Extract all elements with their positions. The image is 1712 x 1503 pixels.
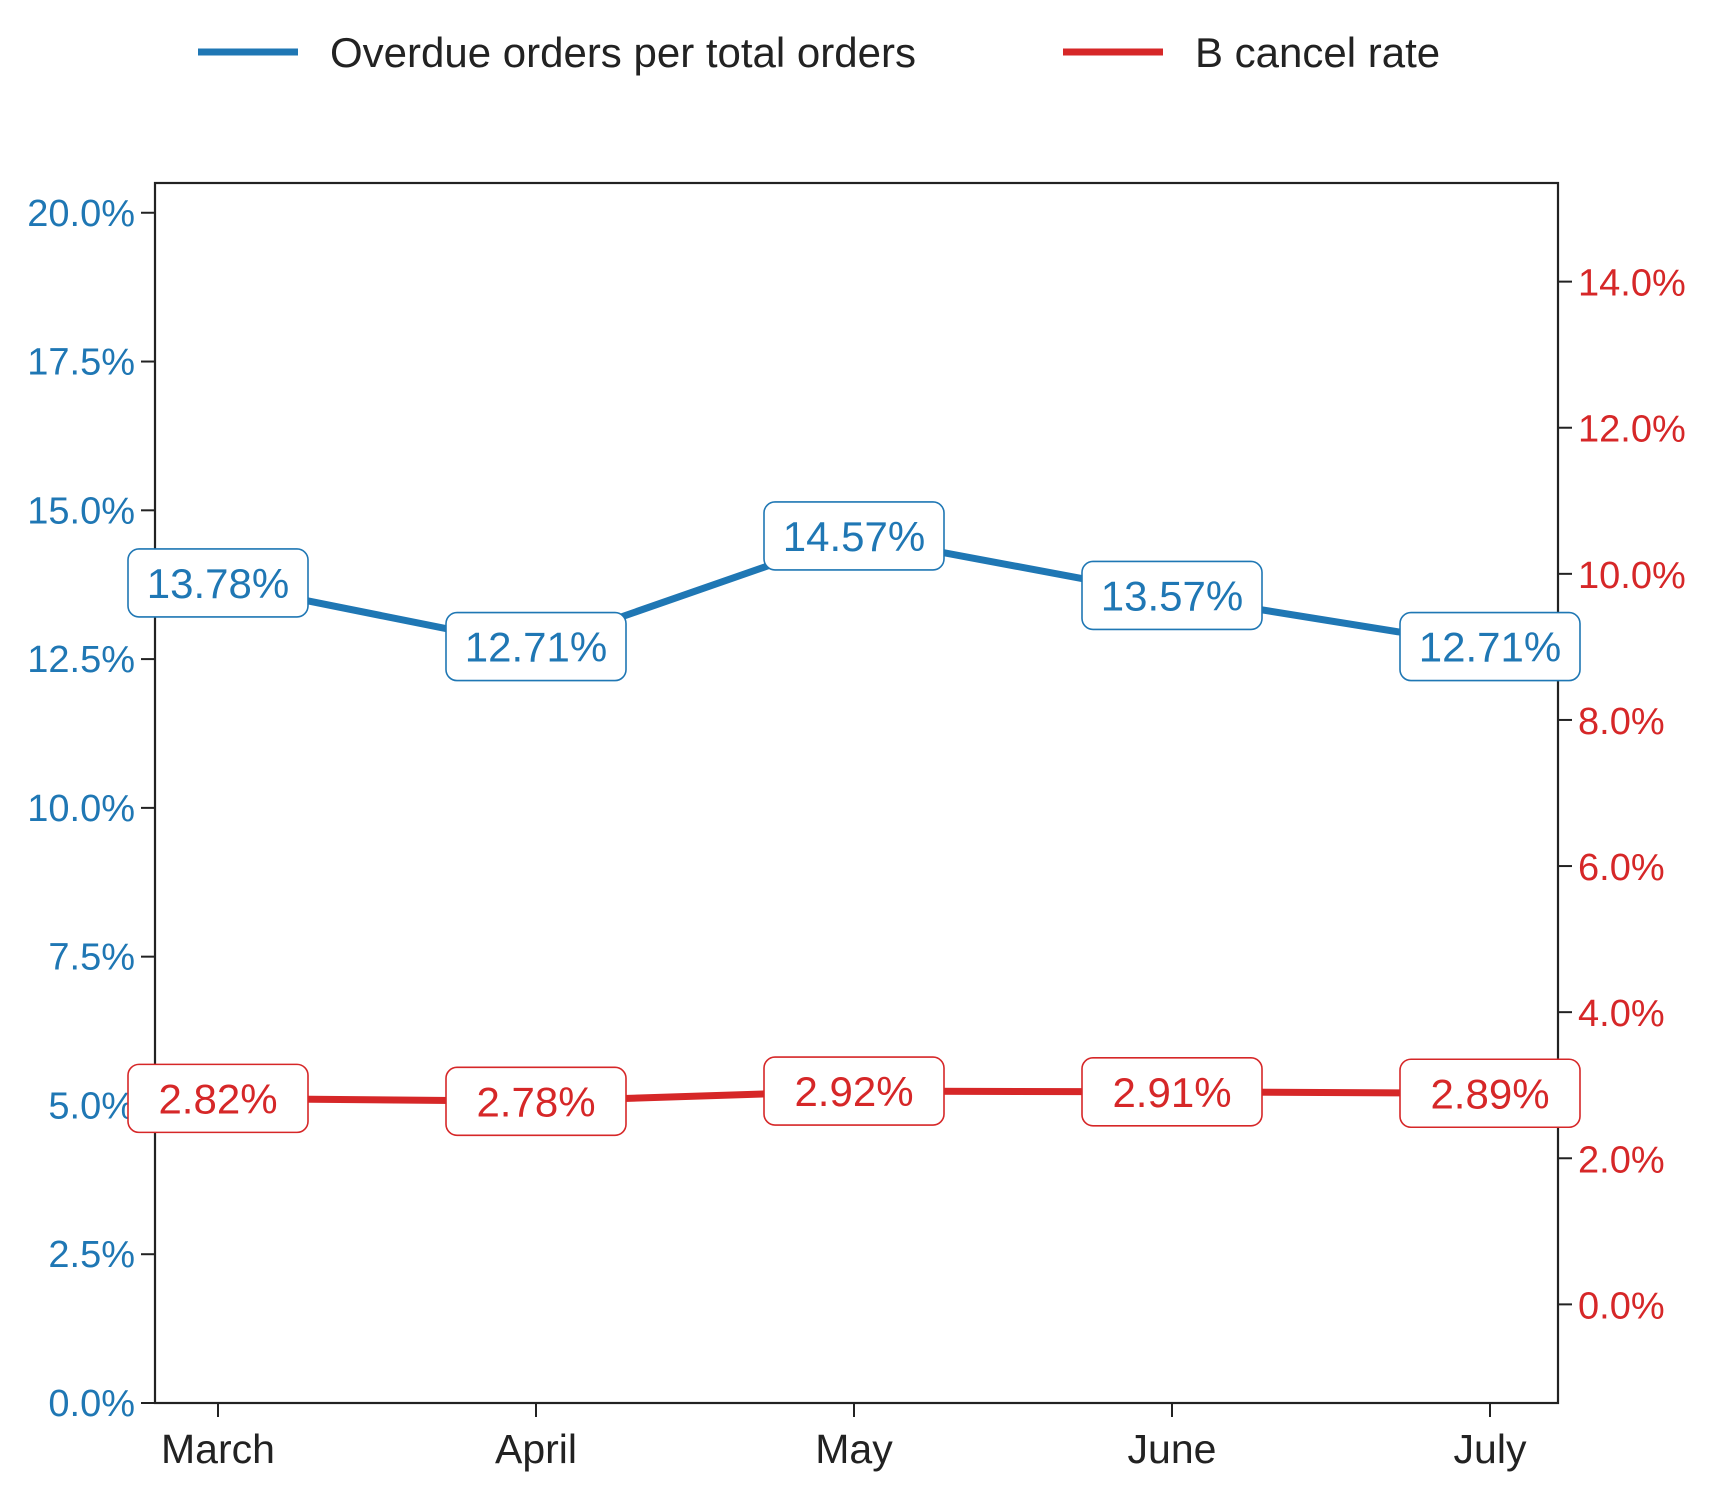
right-axis-tick-label: 2.0% — [1578, 1139, 1665, 1181]
data-label-box — [763, 1056, 945, 1126]
data-label: 2.89% — [1399, 1058, 1581, 1129]
left-axis-tick-label: 17.5% — [27, 342, 135, 384]
data-label-text: 2.91% — [1112, 1069, 1231, 1116]
data-label-box — [445, 1066, 627, 1137]
data-label-text: 13.78% — [147, 560, 289, 607]
data-label-layer: 13.78% 12.71% 14.57% 13.57% 12.71% 2.82% 2.78%… — [127, 501, 1581, 1137]
left-axis-tick-label: 7.5% — [48, 937, 135, 979]
left-axis-tick-label: 5.0% — [48, 1085, 135, 1127]
data-label-box — [445, 611, 627, 682]
data-label-box — [127, 1063, 309, 1134]
data-label-box — [1399, 611, 1581, 682]
data-label-text: 2.78% — [476, 1078, 595, 1125]
data-label: 2.91% — [1081, 1056, 1263, 1127]
data-label-text: 12.71% — [1419, 624, 1561, 671]
data-label-text: 12.71% — [465, 624, 607, 671]
data-label-box — [763, 501, 945, 571]
data-label-box — [1081, 1056, 1263, 1127]
legend-label: B cancel rate — [1195, 29, 1440, 76]
data-label-text: 2.89% — [1430, 1070, 1549, 1117]
data-label-text: 14.57% — [783, 513, 925, 560]
plot-frame — [153, 181, 1560, 1405]
legend-label: Overdue orders per total orders — [330, 29, 916, 76]
right-axis-tick-label: 6.0% — [1578, 847, 1665, 889]
legend: Overdue orders per total orders B cancel … — [198, 29, 1440, 76]
right-axis-tick-label: 4.0% — [1578, 993, 1665, 1035]
left-axis-tick-label: 10.0% — [27, 788, 135, 830]
left-axis-tick-label: 2.5% — [48, 1234, 135, 1276]
right-axis-tick-label: 14.0% — [1578, 263, 1686, 305]
data-label-text: 13.57% — [1101, 572, 1243, 619]
data-label: 13.57% — [1081, 560, 1263, 631]
left-axis-tick-label: 12.5% — [27, 639, 135, 681]
data-label: 14.57% — [763, 501, 945, 571]
data-label: 2.82% — [127, 1063, 309, 1134]
data-label-text: 2.82% — [158, 1075, 277, 1122]
x-axis-tick-label: July — [1454, 1426, 1527, 1472]
axes: 0.0% 2.5% 5.0% 7.5% 10.0% 12.5% 15.0% 17.5% 20.0… — [27, 181, 1686, 1472]
data-label: 2.92% — [763, 1056, 945, 1126]
right-axis-tick-label: 0.0% — [1578, 1285, 1665, 1327]
x-axis-tick-label: May — [815, 1426, 893, 1472]
x-axis-tick-label: June — [1128, 1426, 1217, 1472]
x-axis-tick-label: March — [161, 1426, 275, 1472]
data-label-text: 2.92% — [794, 1068, 913, 1115]
data-label-box — [1081, 560, 1263, 631]
data-label: 12.71% — [1399, 611, 1581, 682]
left-axis-tick-label: 0.0% — [48, 1383, 135, 1425]
left-axis-tick-label: 20.0% — [27, 193, 135, 235]
right-axis-tick-label: 10.0% — [1578, 555, 1686, 597]
data-label: 12.71% — [445, 611, 627, 682]
right-axis-tick-label: 8.0% — [1578, 701, 1665, 743]
data-label-box — [127, 548, 309, 618]
data-label: 2.78% — [445, 1066, 627, 1137]
data-label: 13.78% — [127, 548, 309, 618]
x-axis-tick-label: April — [495, 1426, 577, 1472]
right-axis-tick-label: 12.0% — [1578, 409, 1686, 451]
left-axis-tick-label: 15.0% — [27, 490, 135, 532]
data-label-box — [1399, 1058, 1581, 1129]
